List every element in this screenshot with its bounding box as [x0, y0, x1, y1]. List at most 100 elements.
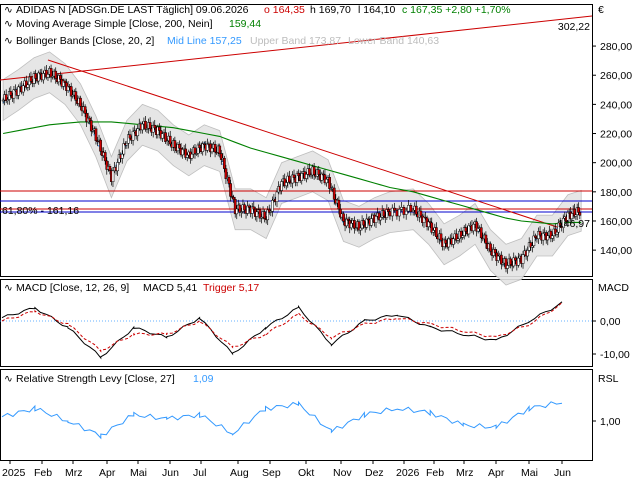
macd-panel-frame: [0, 279, 593, 367]
candle-body: [431, 230, 435, 233]
candle-body: [379, 216, 383, 221]
candle-body: [317, 169, 321, 175]
macd-panel-label: MACD: [598, 282, 629, 294]
candle-body: [459, 230, 463, 238]
candle-body: [439, 233, 443, 241]
candle-body: [24, 80, 28, 88]
candle-body: [464, 227, 468, 232]
candle-body: [377, 212, 381, 221]
price-axis-label: 160,00: [600, 216, 632, 228]
candle-body: [475, 221, 478, 232]
header-high: h 169,70: [310, 4, 351, 16]
candle-body: [83, 106, 87, 114]
candle-body: [88, 117, 92, 121]
candle-body: [561, 218, 565, 228]
ma-legend-label: Moving Average Simple [Close, 200, Nein]: [16, 18, 213, 30]
candle-body: [141, 123, 144, 131]
x-axis-label: 2025: [2, 467, 26, 479]
macd-legend-icon: ∿: [4, 282, 13, 294]
candle-body: [51, 75, 54, 78]
candle-body: [512, 257, 516, 267]
x-axis-label: Aug: [230, 467, 249, 479]
x-axis-label: Nov: [333, 467, 352, 479]
candle-body: [250, 206, 254, 214]
candle-body: [127, 134, 130, 144]
candle-body: [374, 216, 378, 223]
candle-body: [362, 220, 365, 226]
candle-body: [284, 182, 288, 187]
candle-body: [558, 222, 562, 226]
ma-legend-value: 159,44: [229, 18, 261, 30]
macd-legend-value: MACD 5,41: [143, 282, 197, 294]
rsl-legend-title: Relative Strength Levy [Close, 27]: [16, 373, 175, 385]
x-axis-label: Mrz: [456, 467, 474, 479]
header-open: o 164,35: [264, 4, 305, 16]
bb-legend-icon: ∿: [4, 35, 13, 47]
macd-legend-title: MACD [Close, 12, 26, 9]: [16, 282, 129, 294]
candle-body: [328, 177, 331, 189]
candle-body: [397, 209, 401, 217]
candle-body: [99, 139, 102, 152]
candle-body: [385, 209, 389, 218]
candle-body: [41, 73, 45, 81]
candle-body: [201, 143, 205, 153]
candle-body: [578, 212, 582, 216]
candle-body: [66, 86, 70, 91]
candle-body: [382, 210, 386, 217]
candle-body: [219, 153, 223, 160]
candle-body: [26, 84, 30, 88]
candle-body: [546, 235, 550, 241]
candle-body: [538, 231, 542, 236]
x-axis-label: Apr: [488, 467, 505, 479]
candle-body: [489, 243, 492, 252]
candle-body: [263, 211, 266, 219]
candle-body: [292, 174, 296, 178]
candle-body: [472, 223, 475, 232]
candle-body: [74, 91, 78, 101]
macd-legend-trigger: Trigger 5,17: [203, 282, 259, 294]
candle-body: [4, 94, 8, 102]
candle-body: [260, 216, 263, 219]
candle-body: [305, 174, 308, 179]
x-axis-label: 2026: [396, 467, 420, 479]
candle-body: [238, 204, 242, 213]
macd-axis-label: 0,00: [600, 316, 621, 328]
candle-body: [223, 157, 226, 169]
candle-body: [577, 207, 580, 213]
candle-body: [103, 152, 107, 162]
candle-body: [411, 210, 415, 212]
candle-body: [291, 174, 294, 184]
candle-body: [409, 205, 413, 212]
candle-body: [122, 143, 126, 155]
candle-body: [210, 147, 214, 153]
fib-level-label: 61,80% - 161,16: [2, 205, 79, 217]
candle-body: [476, 228, 480, 232]
candle-body: [428, 221, 432, 224]
candle-body: [185, 154, 189, 158]
candle-body: [120, 153, 124, 159]
candle-body: [178, 144, 181, 149]
candle-body: [232, 196, 236, 200]
price-axis-label: 180,00: [600, 187, 632, 199]
candle-body: [54, 70, 58, 79]
candle-body: [308, 168, 311, 176]
candle-body: [346, 218, 350, 221]
candle-body: [506, 265, 509, 269]
candle-body: [144, 121, 147, 130]
candle-body: [400, 207, 403, 210]
candle-body: [297, 172, 301, 177]
candle-body: [111, 170, 115, 182]
candle-body: [246, 205, 249, 214]
candle-body: [517, 257, 520, 266]
candle-body: [1, 99, 5, 102]
candle-body: [79, 97, 82, 107]
candle-body: [116, 162, 119, 172]
candle-body: [181, 149, 184, 156]
candle-body: [148, 122, 152, 130]
candle-body: [233, 199, 237, 215]
candle-body: [89, 120, 93, 132]
candle-body: [554, 228, 557, 235]
candle-body: [266, 209, 270, 221]
candle-body: [402, 207, 406, 215]
